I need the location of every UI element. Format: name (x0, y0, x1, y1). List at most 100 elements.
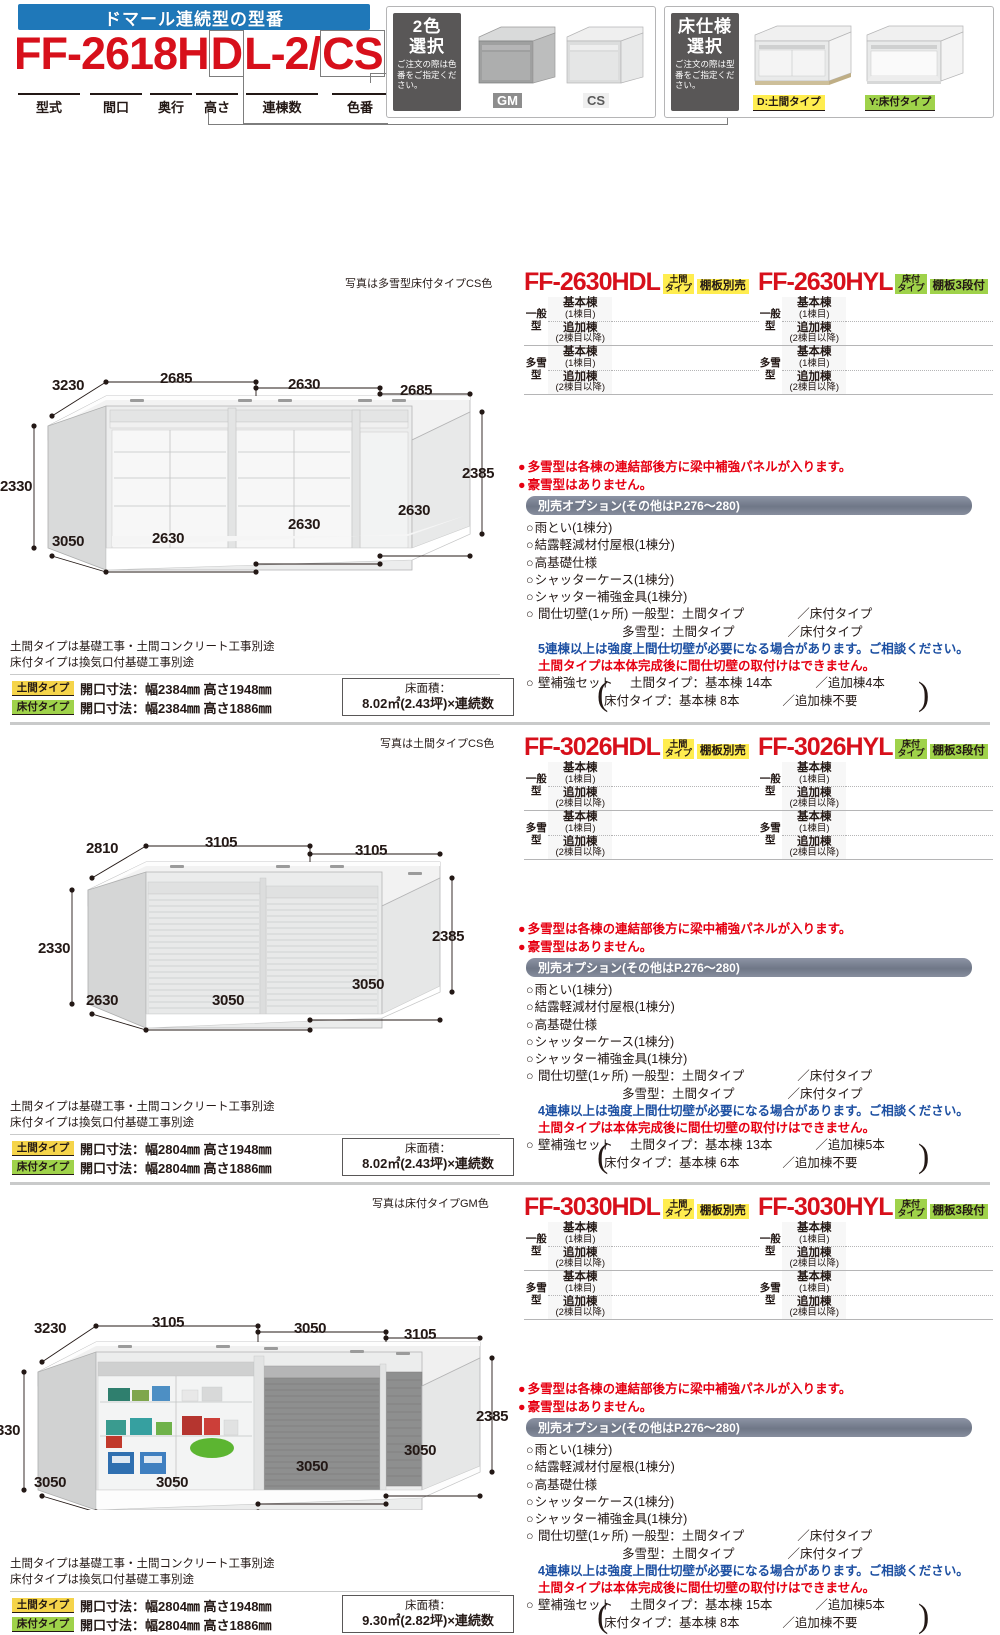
price-cell[interactable] (846, 786, 993, 811)
price-cell[interactable] (846, 835, 993, 860)
product-head-right-2: FF-3026HYL 床付 タイプ 棚板3段付 (758, 735, 988, 760)
price-table-3-left: 一般型 基本棟 (1棟目) 追加棟 (2棟目以降) 多雪型 基本棟 (1棟目) (524, 1222, 759, 1320)
price-cell[interactable] (846, 1246, 993, 1271)
row-label-base-1r: 基本棟 (1棟目) (782, 297, 847, 322)
shelf-tag-3-right: 棚板3段付 (929, 1204, 988, 1219)
price-cell[interactable] (846, 762, 993, 787)
floor-select-label: 床仕様 選択 ご注文の際は型番をご指定ください。 (671, 13, 739, 111)
product-name-3026hyl: FF-3026HYL (758, 733, 893, 761)
thumb-shed-doma (749, 19, 857, 91)
spec-note-2: 土間タイプは基礎工事・土間コンクリート工事別途 床付タイプは換気口付基礎工事別途 (10, 1100, 275, 1131)
type-tag-yuka-1-l2: タイプ (897, 283, 925, 293)
price-cell[interactable] (612, 345, 759, 371)
thumb-caption-doma: D:土間タイプ (753, 95, 825, 111)
bullet-3-0: 多雪型は各棟の連結部後方に梁中補強パネルが入ります。 (518, 1380, 852, 1398)
model-title-bar: ドマール連続型の型番 (18, 4, 370, 30)
price-cell[interactable] (846, 1270, 993, 1296)
product-drawing-2: 2810 3105 3105 2330 2385 2630 3050 3050 (0, 780, 500, 1040)
price-cell[interactable] (612, 370, 759, 395)
opening-doma-2: 開口寸法：幅2804㎜ 高さ1948㎜ (80, 1142, 272, 1157)
bullets-2: 多雪型は各棟の連結部後方に梁中補強パネルが入ります。 豪雪型はありません。 (518, 920, 852, 956)
type-tag-yuka-3: 床付 タイプ (895, 1199, 927, 1219)
price-cell[interactable] (846, 1222, 993, 1247)
chip-yuka-3: 床付タイプ (12, 1617, 74, 1632)
wall-set-1: 壁補強セット 土間タイプ：基本棟 14本 ／追加棟4本 (526, 675, 969, 692)
wall-set-label-2: 壁補強セット (538, 1138, 614, 1153)
row-label-base2-1r: 基本棟 (1棟目) (782, 345, 847, 371)
model-code-part-3: CS (320, 28, 385, 79)
shed-illustration-3 (21, 1323, 495, 1510)
wall-set-sub-2: 床付タイプ：基本棟 6本 ／追加棟不要 (526, 1155, 969, 1172)
table-row: 一般型 基本棟 (1棟目) (758, 762, 993, 811)
dim-height-right-2: 2385 (432, 928, 465, 945)
price-cell[interactable] (612, 321, 759, 346)
option-bar-text-3: 別売オプション(その他はP.276〜280) (538, 1421, 740, 1435)
price-cell[interactable] (612, 835, 759, 860)
dim-top-span-1-0: 2685 (160, 370, 193, 387)
price-cell[interactable] (846, 345, 993, 371)
bullet-3-1: 豪雪型はありません。 (518, 1398, 851, 1416)
table-row: 追加棟 (2棟目以降) (524, 321, 759, 346)
color-select-label-line2: 選択 (409, 36, 445, 56)
wall-yuka-add-2: ／追加棟不要 (782, 1155, 858, 1170)
row-label-add-3l: 追加棟 (2棟目以降) (548, 1246, 613, 1271)
table-row: 一般型 基本棟 (1棟目) (758, 297, 993, 346)
price-cell[interactable] (612, 810, 759, 836)
dim-depth-top-2: 2810 (86, 840, 119, 857)
price-cell[interactable] (612, 786, 759, 811)
row-label-tasetsu-3r: 多雪型 (758, 1270, 783, 1320)
shelf-tag-1-right: 棚板3段付 (929, 279, 988, 294)
product-name-3026hdl: FF-3026HDL (524, 733, 661, 761)
price-cell[interactable] (612, 1246, 759, 1271)
row-label-ippan-3l: 一般型 (524, 1222, 549, 1271)
photo-note-3: 写真は床付タイプGM色 (372, 1198, 489, 1210)
row-label-add-2l: 追加棟 (2棟目以降) (548, 786, 613, 811)
table-row: 追加棟 (2棟目以降) (758, 370, 993, 395)
product-head-right-3: FF-3030HYL 床付 タイプ 棚板3段付 (758, 1195, 988, 1220)
dim-height-left-2: 2330 (38, 940, 71, 957)
type-tag-doma-2: 土間 タイプ (662, 739, 694, 759)
area-title-2: 床面積： (405, 1142, 451, 1155)
table-row: 多雪型 基本棟 (1棟目) (758, 810, 993, 860)
price-cell[interactable] (846, 297, 993, 322)
row-label-tasetsu-2r: 多雪型 (758, 810, 783, 860)
opening-doma-3: 開口寸法：幅2804㎜ 高さ1948㎜ (80, 1599, 272, 1614)
price-cell[interactable] (612, 1295, 759, 1320)
wall-doma-prefix-3: 土間タイプ：基本棟 (630, 1598, 743, 1613)
type-tag-yuka-3-l2: タイプ (897, 1208, 925, 1218)
leader-line-cs-h (370, 73, 388, 74)
wall-brace-close-3: ) (918, 1598, 930, 1635)
spec-note-1-line1: 土間タイプは基礎工事・土間コンクリート工事別途 (10, 641, 275, 653)
partition-right2-1: ／床付タイプ (787, 624, 863, 639)
leader-line-floor-up (727, 112, 728, 125)
row-label-tasetsu-1r: 多雪型 (758, 345, 783, 395)
price-cell[interactable] (846, 370, 993, 395)
type-tag-yuka-2: 床付 タイプ (895, 739, 927, 759)
color-select-label: 2色 選択 ご注文の際は色番をご指定ください。 (393, 13, 461, 111)
option-item-3-0: 雨とい(1棟分) (526, 1442, 969, 1459)
price-cell[interactable] (846, 321, 993, 346)
price-cell[interactable] (846, 810, 993, 836)
legend-okuyuki: 奥行 (150, 93, 192, 116)
shelf-tag-2-left: 棚板別売 (696, 744, 749, 759)
wall-doma-add-3: ／追加棟5本 (815, 1598, 885, 1613)
price-cell[interactable] (612, 762, 759, 787)
shed-illustration-1 (31, 379, 485, 575)
product-name-3030hyl: FF-3030HYL (758, 1193, 893, 1221)
row-label-ippan-2r: 一般型 (758, 762, 783, 811)
price-cell[interactable] (612, 1222, 759, 1247)
price-cell[interactable] (612, 1270, 759, 1296)
floor-select-label-line1: 床仕様 (678, 17, 732, 36)
table-row: 一般型 基本棟 (1棟目) (524, 1222, 759, 1271)
price-cell[interactable] (846, 1295, 993, 1320)
price-cell[interactable] (612, 297, 759, 322)
wall-doma-prefix-2: 土間タイプ：基本棟 (630, 1138, 743, 1153)
row-label-add-2r: 追加棟 (2棟目以降) (782, 786, 847, 811)
renban-note-3: 4連棟以上は強度上間仕切壁が必要になる場合があります。ご相談ください。 (538, 1563, 969, 1578)
spec-note-3: 土間タイプは基礎工事・土間コンクリート工事別途 床付タイプは換気口付基礎工事別途 (10, 1557, 275, 1588)
option-list-3: 雨とい(1棟分) 結露軽減材付屋根(1棟分) 高基礎仕様 シャッターケース(1棟… (526, 1442, 969, 1632)
area-box-2: 床面積： 8.02㎡(2.43坪)×連続数 (342, 1138, 514, 1176)
row-label-add-1l: 追加棟 (2棟目以降) (548, 321, 613, 346)
wall-doma-prefix-1: 土間タイプ：基本棟 (630, 676, 743, 691)
note-red-1: 土間タイプは本体完成後に間仕切壁の取付けはできません。 (538, 659, 876, 673)
